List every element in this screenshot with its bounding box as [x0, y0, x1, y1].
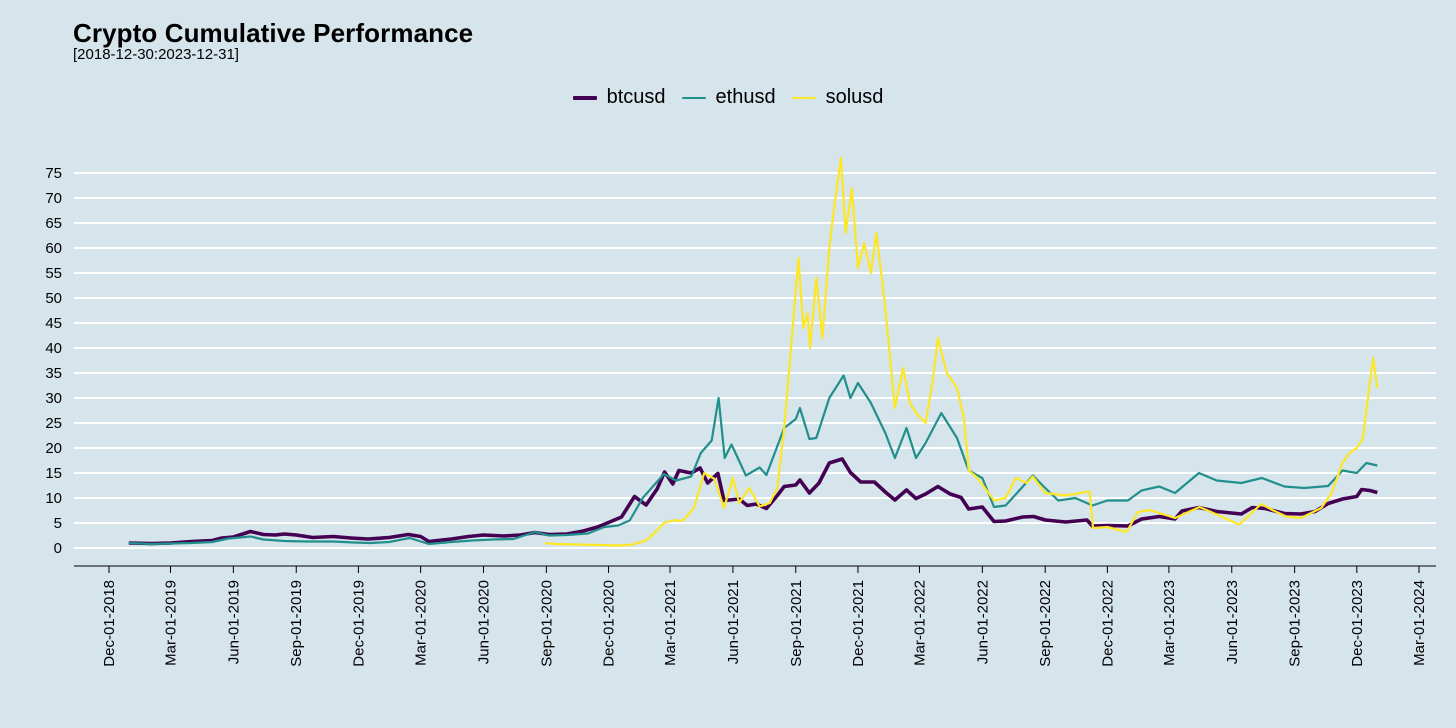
series-line-ethusd	[128, 374, 1378, 546]
y-tick-label-5: 5	[54, 515, 62, 532]
x-tick-label-Jun-01-2023: Jun-01-2023	[1224, 580, 1241, 664]
x-tick-label-Mar-01-2021: Mar-01-2021	[662, 580, 679, 666]
legend-label-ethusd: ethusd	[715, 86, 776, 108]
legend-item-ethusd: ethusd	[681, 86, 776, 109]
y-tick-label-50: 50	[45, 290, 62, 307]
series-line-btcusd	[128, 457, 1378, 546]
y-tick-label-35: 35	[45, 365, 62, 382]
y-tick-label-75: 75	[45, 165, 62, 182]
y-tick-label-70: 70	[45, 190, 62, 207]
y-tick-label-55: 55	[45, 265, 62, 282]
x-tick-label-Dec-01-2022: Dec-01-2022	[1099, 580, 1116, 667]
x-tick-label-Sep-01-2022: Sep-01-2022	[1037, 580, 1054, 667]
x-tick-label-Sep-01-2021: Sep-01-2021	[788, 580, 805, 667]
x-tick-label-Mar-01-2023: Mar-01-2023	[1161, 580, 1178, 666]
x-tick-label-Mar-01-2020: Mar-01-2020	[413, 580, 430, 666]
x-tick-label-Dec-01-2023: Dec-01-2023	[1349, 580, 1366, 667]
x-tick-label-Jun-01-2019: Jun-01-2019	[225, 580, 242, 664]
x-tick-label-Dec-01-2021: Dec-01-2021	[850, 580, 867, 667]
x-tick-label-Dec-01-2020: Dec-01-2020	[601, 580, 618, 667]
x-tick-label-Sep-01-2019: Sep-01-2019	[288, 580, 305, 667]
x-tick-label-Mar-01-2022: Mar-01-2022	[911, 580, 928, 666]
y-tick-label-65: 65	[45, 215, 62, 232]
x-tick-label-Jun-01-2021: Jun-01-2021	[725, 580, 742, 664]
x-tick-label-Dec-01-2018: Dec-01-2018	[101, 580, 118, 667]
y-tick-label-45: 45	[45, 315, 62, 332]
x-tick-label-Mar-01-2019: Mar-01-2019	[163, 580, 180, 666]
chart-title: Crypto Cumulative Performance	[73, 18, 474, 48]
y-tick-label-15: 15	[45, 465, 62, 482]
x-tick-label-Dec-01-2019: Dec-01-2019	[350, 580, 367, 667]
legend-swatch-btcusd	[572, 95, 597, 100]
y-tick-label-20: 20	[45, 440, 62, 457]
x-tick-label-Jun-01-2020: Jun-01-2020	[475, 580, 492, 664]
y-tick-label-0: 0	[54, 540, 62, 557]
x-tick-label-Sep-01-2020: Sep-01-2020	[538, 580, 555, 667]
legend-swatch-ethusd	[681, 96, 706, 99]
x-tick-label-Sep-01-2023: Sep-01-2023	[1287, 580, 1304, 667]
legend-item-solusd: solusd	[791, 86, 884, 109]
legend-label-btcusd: btcusd	[606, 86, 666, 108]
legend-item-btcusd: btcusd	[572, 86, 666, 109]
y-tick-label-60: 60	[45, 240, 62, 257]
y-tick-label-40: 40	[45, 340, 62, 357]
legend-swatch-solusd	[791, 96, 816, 99]
legend: btcusd ethusd solusd	[0, 86, 1456, 109]
y-tick-label-30: 30	[45, 390, 62, 407]
chart-subtitle: [2018-12-30:2023-12-31]	[73, 46, 239, 63]
y-tick-label-25: 25	[45, 415, 62, 432]
x-tick-label-Mar-01-2024: Mar-01-2024	[1411, 580, 1428, 666]
y-tick-label-10: 10	[45, 490, 62, 507]
legend-label-solusd: solusd	[825, 86, 884, 108]
x-tick-label-Jun-01-2022: Jun-01-2022	[974, 580, 991, 664]
series-line-solusd	[544, 156, 1379, 547]
